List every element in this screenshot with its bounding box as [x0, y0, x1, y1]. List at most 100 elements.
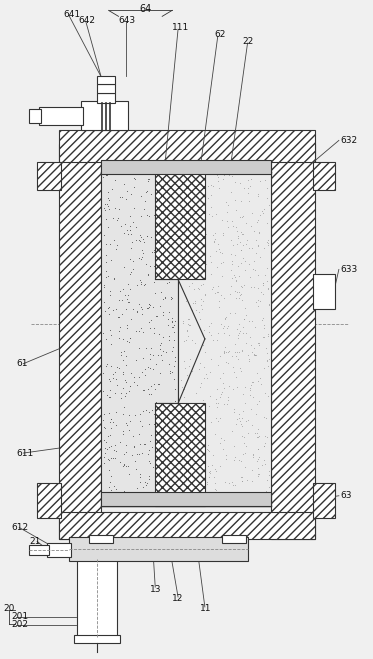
- Point: [200, 296, 206, 306]
- Point: [123, 294, 129, 304]
- Point: [163, 402, 169, 413]
- Point: [249, 420, 255, 430]
- Point: [238, 362, 244, 373]
- Point: [169, 312, 175, 323]
- Point: [180, 473, 186, 484]
- Point: [141, 237, 147, 247]
- Point: [104, 444, 110, 454]
- Point: [254, 456, 260, 467]
- Point: [123, 417, 129, 428]
- Point: [141, 439, 147, 449]
- Point: [234, 287, 240, 297]
- Point: [225, 347, 231, 357]
- Point: [222, 477, 228, 488]
- Point: [247, 384, 253, 395]
- Point: [209, 190, 214, 200]
- Point: [250, 490, 256, 500]
- Point: [196, 306, 202, 317]
- Point: [215, 281, 221, 291]
- Point: [159, 418, 165, 429]
- Point: [123, 376, 129, 387]
- Point: [257, 296, 263, 306]
- Point: [192, 463, 198, 474]
- Point: [238, 245, 244, 256]
- Point: [144, 210, 150, 220]
- Point: [193, 388, 199, 399]
- Point: [102, 448, 108, 459]
- Point: [134, 380, 140, 390]
- Point: [151, 210, 157, 220]
- Point: [118, 347, 124, 357]
- Point: [248, 492, 254, 502]
- Point: [214, 286, 220, 297]
- Point: [127, 333, 133, 343]
- Point: [137, 449, 142, 459]
- Point: [236, 319, 242, 330]
- Point: [160, 346, 166, 357]
- Point: [113, 484, 119, 494]
- Point: [209, 211, 215, 221]
- Point: [184, 193, 190, 204]
- Point: [198, 398, 204, 409]
- Point: [182, 248, 188, 258]
- Point: [199, 269, 205, 279]
- Point: [120, 283, 126, 294]
- Point: [213, 394, 219, 405]
- Point: [145, 174, 151, 185]
- Point: [255, 462, 261, 473]
- Point: [195, 488, 201, 498]
- Point: [112, 169, 118, 179]
- Point: [170, 245, 176, 256]
- Point: [163, 457, 169, 467]
- Point: [197, 208, 203, 219]
- Text: 61: 61: [16, 359, 28, 368]
- Point: [255, 432, 261, 442]
- Point: [127, 284, 133, 295]
- Point: [131, 372, 137, 382]
- Point: [197, 382, 203, 392]
- Point: [255, 471, 261, 481]
- Point: [155, 466, 161, 476]
- Point: [148, 343, 154, 354]
- Point: [208, 256, 214, 267]
- Point: [156, 191, 162, 202]
- Point: [246, 354, 252, 364]
- Point: [138, 190, 144, 201]
- Point: [235, 330, 241, 340]
- Point: [140, 353, 146, 364]
- Point: [189, 366, 195, 377]
- Point: [192, 412, 198, 422]
- Point: [116, 312, 122, 323]
- Point: [156, 329, 162, 339]
- Point: [150, 364, 156, 374]
- Point: [264, 262, 270, 273]
- Point: [205, 181, 211, 192]
- Point: [100, 415, 106, 425]
- Point: [146, 299, 152, 309]
- Point: [155, 378, 161, 389]
- Point: [260, 279, 266, 290]
- Point: [147, 300, 153, 310]
- Point: [253, 322, 258, 332]
- Text: 201: 201: [11, 612, 28, 621]
- Point: [108, 471, 114, 482]
- Point: [195, 257, 201, 268]
- Point: [252, 265, 258, 275]
- Point: [182, 180, 188, 190]
- Point: [125, 297, 131, 308]
- Point: [183, 449, 189, 459]
- Point: [228, 495, 233, 505]
- Point: [118, 392, 124, 403]
- Point: [172, 356, 178, 366]
- Point: [250, 391, 256, 402]
- Point: [223, 454, 229, 465]
- Point: [198, 430, 204, 440]
- Point: [157, 301, 163, 311]
- Point: [136, 253, 142, 264]
- Point: [201, 174, 207, 185]
- Point: [169, 410, 175, 420]
- Point: [151, 323, 157, 333]
- Point: [172, 351, 178, 362]
- Point: [144, 478, 150, 488]
- Point: [210, 282, 216, 293]
